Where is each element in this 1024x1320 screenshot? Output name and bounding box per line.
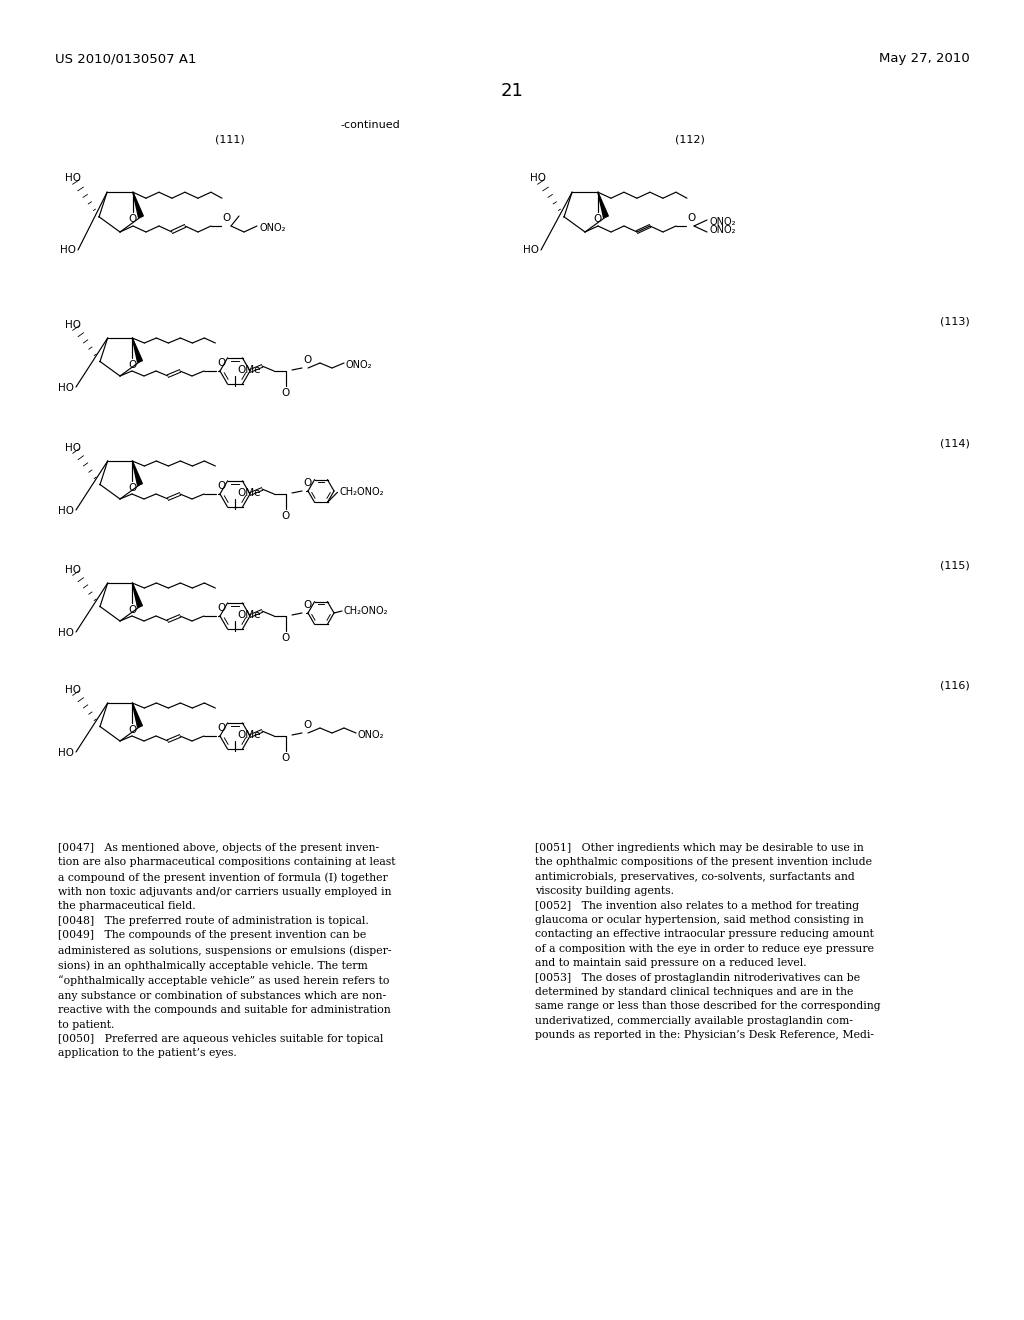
Text: CH₂ONO₂: CH₂ONO₂ [344,606,388,616]
Polygon shape [132,338,142,362]
Text: O: O [128,360,136,370]
Text: [0047]   As mentioned above, objects of the present inven-
tion are also pharmac: [0047] As mentioned above, objects of th… [58,843,395,1059]
Text: -continued: -continued [340,120,400,129]
Text: O: O [303,478,311,488]
Text: O: O [303,355,311,366]
Text: HO: HO [530,173,546,183]
Text: O: O [217,358,225,368]
Text: O: O [222,213,230,223]
Text: O: O [217,603,225,612]
Text: HO: HO [65,444,81,453]
Text: (115): (115) [940,561,970,572]
Polygon shape [132,461,142,486]
Text: HO: HO [58,506,74,516]
Text: ONO₂: ONO₂ [709,216,735,227]
Text: HO: HO [65,319,81,330]
Text: O: O [128,605,136,615]
Text: HO: HO [58,628,74,638]
Text: (112): (112) [675,135,705,145]
Text: 21: 21 [501,82,523,100]
Text: O: O [687,213,695,223]
Polygon shape [132,704,142,727]
Polygon shape [598,193,608,218]
Text: ONO₂: ONO₂ [358,730,384,741]
Text: [0051]   Other ingredients which may be desirable to use in
the ophthalmic compo: [0051] Other ingredients which may be de… [535,843,881,1040]
Text: O: O [303,719,311,730]
Text: OMe: OMe [237,488,260,498]
Text: HO: HO [65,173,81,183]
Text: CH₂ONO₂: CH₂ONO₂ [340,487,384,498]
Text: O: O [282,511,290,521]
Text: O: O [303,601,311,610]
Text: O: O [282,752,290,763]
Text: HO: HO [60,246,76,255]
Text: O: O [217,723,225,733]
Text: O: O [128,725,136,735]
Text: May 27, 2010: May 27, 2010 [880,51,970,65]
Text: O: O [282,388,290,399]
Text: OMe: OMe [237,366,260,375]
Text: ONO₂: ONO₂ [346,360,373,370]
Text: (116): (116) [940,681,970,690]
Text: (111): (111) [215,135,245,145]
Text: HO: HO [58,748,74,758]
Text: O: O [217,480,225,491]
Text: HO: HO [65,685,81,696]
Text: HO: HO [65,565,81,576]
Text: OMe: OMe [237,610,260,620]
Text: HO: HO [58,383,74,393]
Text: O: O [594,214,602,224]
Text: HO: HO [523,246,539,255]
Text: ONO₂: ONO₂ [709,224,735,235]
Text: OMe: OMe [237,730,260,741]
Polygon shape [133,193,143,218]
Text: O: O [282,634,290,643]
Text: (113): (113) [940,315,970,326]
Polygon shape [132,583,142,607]
Text: ONO₂: ONO₂ [259,223,286,234]
Text: US 2010/0130507 A1: US 2010/0130507 A1 [55,51,197,65]
Text: (114): (114) [940,440,970,449]
Text: O: O [128,483,136,492]
Text: O: O [129,214,137,224]
